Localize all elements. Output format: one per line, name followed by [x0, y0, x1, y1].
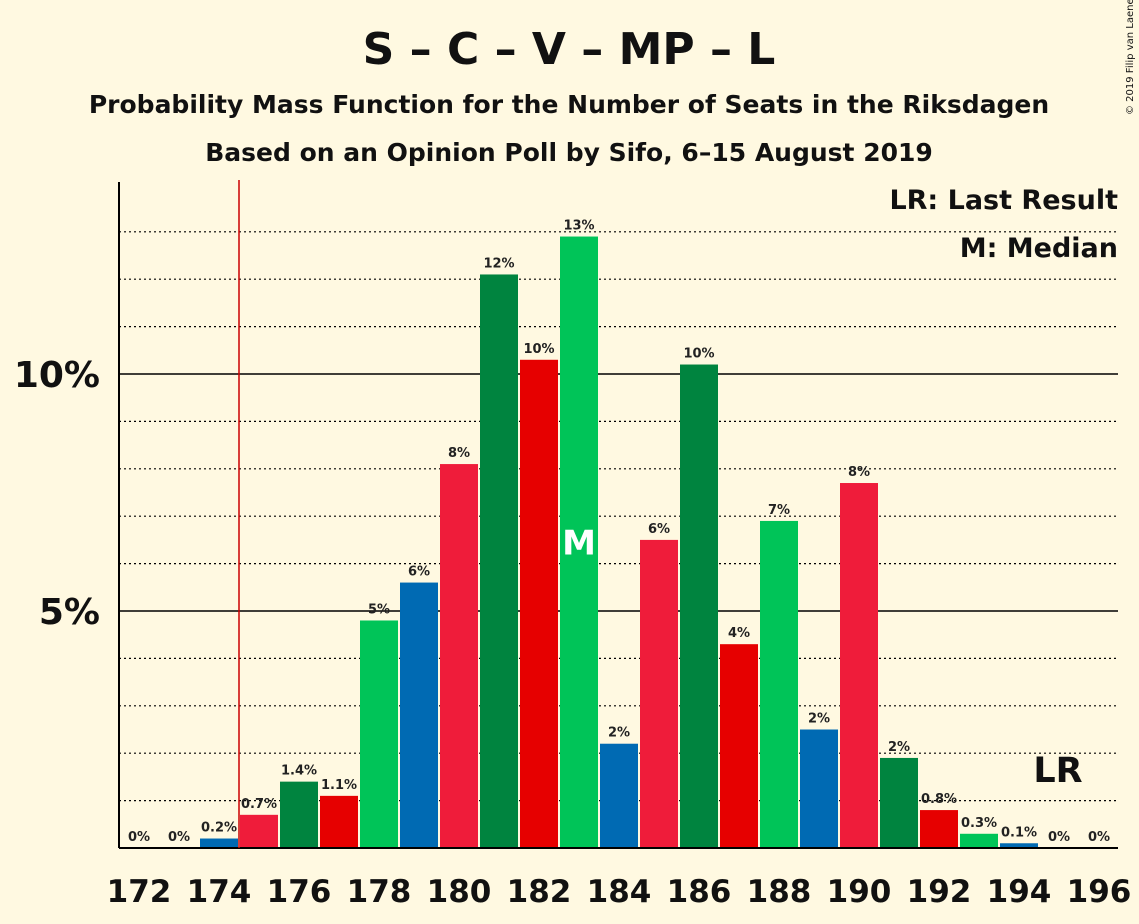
bar-seat-182: [520, 359, 558, 848]
x-tick-label: 194: [987, 874, 1052, 910]
data-label-seat-180: 8%: [448, 446, 470, 461]
data-label-seat-189: 2%: [808, 712, 830, 727]
bar-seat-192: [920, 810, 958, 848]
x-tick-label: 178: [347, 874, 412, 910]
chart-title: S – C – V – MP – L: [363, 24, 776, 75]
bar-seat-178: [360, 620, 398, 848]
data-label-seat-178: 5%: [368, 602, 390, 617]
data-label-seat-185: 6%: [648, 522, 670, 537]
data-label-seat-184: 2%: [608, 726, 630, 741]
data-label-seat-179: 6%: [408, 565, 430, 580]
bar-seat-175: [240, 814, 278, 848]
gridlines: 5% 10%: [14, 231, 1118, 802]
x-tick-label: 184: [587, 874, 652, 910]
bar-seat-184: [600, 743, 638, 848]
data-label-seat-194: 0.1%: [1001, 825, 1037, 840]
chart-subtitle-1: Probability Mass Function for the Number…: [89, 90, 1049, 119]
data-label-seat-182: 10%: [523, 342, 554, 357]
axes: 172 174 176 178 180 182 184 186 188 190 192 194 196: [107, 182, 1132, 910]
data-label-seat-174: 0.2%: [201, 821, 237, 836]
copyright-note: © 2019 Filip van Laenen: [1125, 0, 1136, 115]
x-tick-label: 176: [267, 874, 332, 910]
x-tick-label: 186: [667, 874, 732, 910]
x-tick-label: 192: [907, 874, 972, 910]
bar-seat-190: [840, 483, 878, 848]
bar-seat-180: [440, 464, 478, 848]
x-tick-label: 188: [747, 874, 812, 910]
data-label-seat-173: 0%: [168, 830, 190, 845]
last-result-marker: LR: [1033, 751, 1082, 791]
bar-seat-183: [560, 236, 598, 849]
data-label-seat-181: 12%: [483, 256, 514, 271]
bar-seat-194: [1000, 843, 1038, 848]
chart-subtitle-2: Based on an Opinion Poll by Sifo, 6–15 A…: [205, 138, 933, 167]
overlays: LR M: [238, 180, 1083, 848]
x-tick-label: 172: [107, 874, 172, 910]
bar-seat-179: [400, 582, 438, 848]
legend-last-result: LR: Last Result: [889, 185, 1118, 216]
data-label-seat-175: 0.7%: [241, 797, 277, 812]
data-label-seat-196: 0%: [1088, 830, 1110, 845]
bar-seat-193: [960, 833, 998, 848]
bar-seat-191: [880, 757, 918, 848]
bars: [200, 236, 1038, 849]
data-label-seat-176: 1.4%: [281, 764, 317, 779]
data-label-seat-193: 0.3%: [961, 816, 997, 831]
data-labels: 0% 0% 0.2% 0.7% 1.4% 1.1% 5% 6% 8% 12% 10% 13% 2% 6% 1…: [128, 219, 1110, 845]
y-tick-label: 5%: [39, 592, 100, 633]
legend-median: M: Median: [960, 233, 1118, 264]
x-tick-label: 190: [827, 874, 892, 910]
bar-seat-176: [280, 781, 318, 848]
data-label-seat-192: 0.8%: [921, 792, 957, 807]
bar-seat-181: [480, 274, 518, 849]
x-tick-label: 196: [1067, 874, 1132, 910]
data-label-seat-187: 4%: [728, 626, 750, 641]
bar-seat-187: [720, 644, 758, 848]
x-tick-label: 174: [187, 874, 252, 910]
bar-seat-189: [800, 729, 838, 848]
median-marker: M: [562, 523, 596, 563]
bar-seat-186: [680, 364, 718, 848]
data-label-seat-191: 2%: [888, 740, 910, 755]
y-tick-label: 10%: [14, 355, 100, 396]
bar-seat-188: [760, 520, 798, 848]
bar-seat-185: [640, 539, 678, 848]
data-label-seat-172: 0%: [128, 830, 150, 845]
data-label-seat-186: 10%: [683, 347, 714, 362]
data-label-seat-177: 1.1%: [321, 778, 357, 793]
bar-seat-174: [200, 838, 238, 848]
data-label-seat-183: 13%: [563, 219, 594, 234]
x-tick-label: 180: [427, 874, 492, 910]
data-label-seat-195: 0%: [1048, 830, 1070, 845]
x-tick-label: 182: [507, 874, 572, 910]
data-label-seat-190: 8%: [848, 465, 870, 480]
bar-seat-177: [320, 795, 358, 848]
data-label-seat-188: 7%: [768, 503, 790, 518]
